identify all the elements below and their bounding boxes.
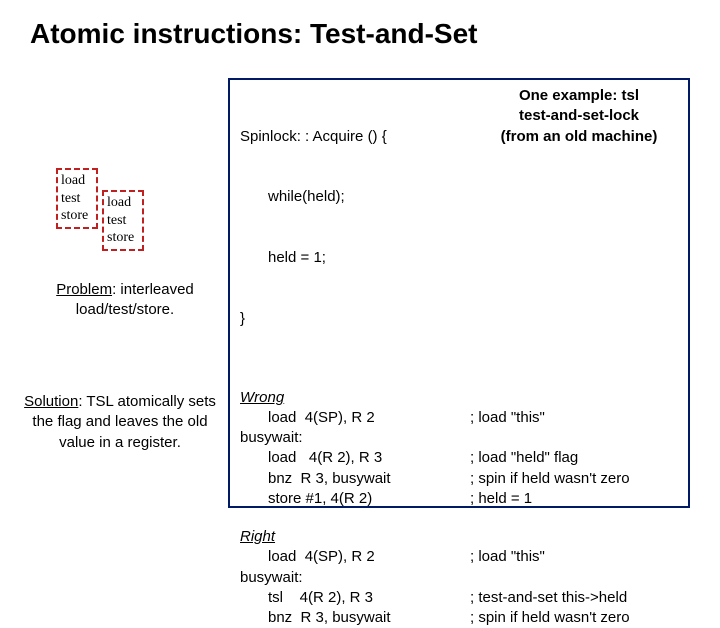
wrong-l4: bnz R 3, busywait <box>240 469 470 489</box>
lts-2-load: load <box>107 194 139 212</box>
wrong-l2: busywait: <box>240 428 678 448</box>
note-l3: (from an old machine) <box>480 127 678 147</box>
lts-1-test: test <box>61 190 93 208</box>
problem-text: Problem: interleaved load/test/store. <box>40 280 210 321</box>
right-c1: ; load "this" <box>470 547 678 567</box>
lts-1-load: load <box>61 172 93 190</box>
solution-label: Solution <box>24 393 78 410</box>
wrong-c3: ; load "held" flag <box>470 448 678 468</box>
code-block: Spinlock: : Acquire () { while(held); he… <box>240 86 678 628</box>
lts-2-test: test <box>107 212 139 230</box>
wrong-c4: ; spin if held wasn't zero <box>470 469 678 489</box>
solution-text: Solution: TSL atomically sets the flag a… <box>20 392 220 453</box>
lts-1-store: store <box>61 207 93 225</box>
note-l2: test-and-set-lock <box>480 106 678 126</box>
right-l4: bnz R 3, busywait <box>240 608 470 628</box>
wrong-c5: ; held = 1 <box>470 489 678 509</box>
wrong-l1: load 4(SP), R 2 <box>240 408 470 428</box>
right-heading: Right <box>240 527 678 547</box>
example-note: One example: tsl test-and-set-lock (from… <box>470 86 678 370</box>
wrong-heading: Wrong <box>240 388 678 408</box>
right-l2: busywait: <box>240 568 678 588</box>
main-box: Spinlock: : Acquire () { while(held); he… <box>228 78 690 508</box>
right-l1: load 4(SP), R 2 <box>240 547 470 567</box>
right-l3: tsl 4(R 2), R 3 <box>240 588 470 608</box>
slide-title: Atomic instructions: Test-and-Set <box>0 0 720 50</box>
lts-2-store: store <box>107 229 139 247</box>
note-l1: One example: tsl <box>480 86 678 106</box>
right-c4: ; spin if held wasn't zero <box>470 608 678 628</box>
wrong-l5: store #1, 4(R 2) <box>240 489 470 509</box>
spinlock-l4: } <box>240 309 470 329</box>
problem-label: Problem <box>56 281 112 298</box>
spinlock-l2: while(held); <box>240 187 470 207</box>
spinlock-l3: held = 1; <box>240 248 470 268</box>
spinlock-l1: Spinlock: : Acquire () { <box>240 127 470 147</box>
lts-box-2: load test store <box>102 190 144 251</box>
lts-box-1: load test store <box>56 168 98 229</box>
wrong-l3: load 4(R 2), R 3 <box>240 448 470 468</box>
wrong-c1: ; load "this" <box>470 408 678 428</box>
right-c3: ; test-and-set this->held <box>470 588 678 608</box>
